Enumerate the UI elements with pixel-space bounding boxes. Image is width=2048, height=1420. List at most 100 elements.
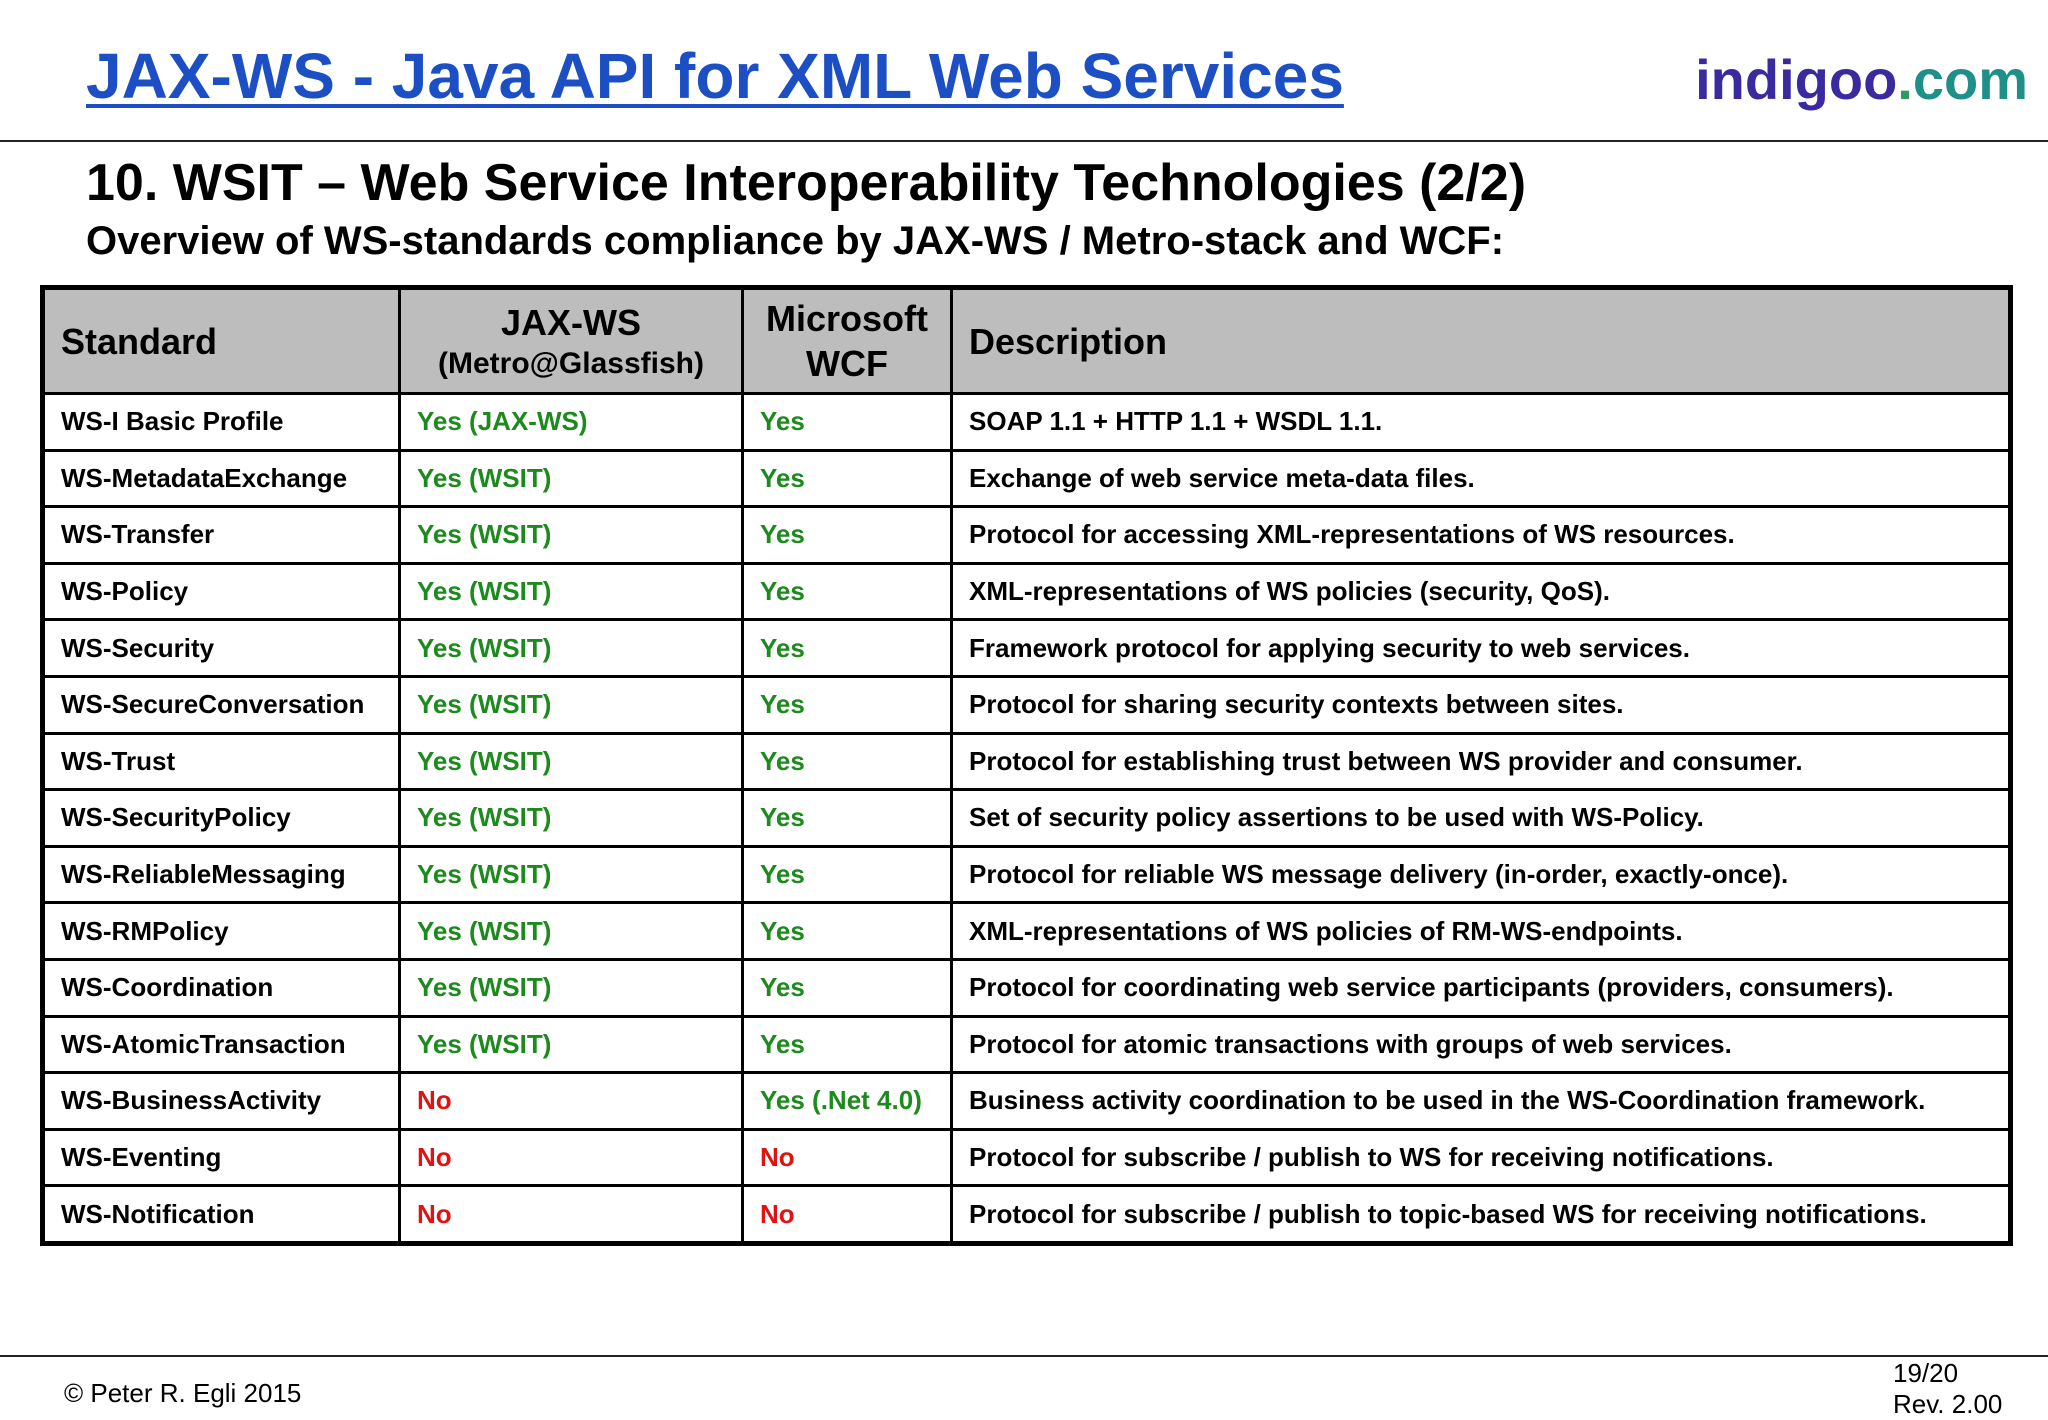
cell-wcf: Yes [741,561,953,622]
table-row: WS-SecurityPolicy Yes (WSIT) Yes Set of sec… [41,788,2012,848]
header-jaxws: JAX-WS (Metro@Glassfish) [398,286,744,395]
cell-description: Business activity coordination to be use… [950,1071,2012,1131]
cell-jaxws: Yes (WSIT) [398,561,744,622]
table-row: WS-RMPolicy Yes (WSIT) Yes XML-representati… [41,901,2012,961]
cell-description: Protocol for coordinating web service pa… [950,957,2012,1018]
cell-description: Protocol for atomic transactions with gr… [950,1014,2012,1075]
cell-wcf: No [741,1184,953,1245]
cell-wcf: Yes [741,788,953,848]
table-row: WS-AtomicTransaction Yes (WSIT) Yes Protoco… [41,1014,2012,1075]
cell-jaxws: Yes (WSIT) [398,618,744,678]
copyright-text: © Peter R. Egli 2015 [64,1378,302,1408]
cell-description: Framework protocol for applying security… [950,618,2012,678]
cell-standard: WS-I Basic Profile [41,392,401,452]
cell-standard: WS-Notification [41,1184,401,1245]
table-row: WS-SecureConversation Yes (WSIT) Yes Protoc… [41,674,2012,735]
cell-wcf: No [741,1127,953,1188]
cell-wcf: Yes [741,448,953,509]
cell-standard: WS-ReliableMessaging [41,844,401,905]
cell-jaxws: No [398,1127,744,1188]
cell-jaxws: No [398,1184,744,1245]
cell-jaxws: Yes (WSIT) [398,674,744,735]
cell-wcf: Yes [741,392,953,452]
brand-dot: . [1897,48,1913,111]
header-wcf-line2: WCF [806,343,888,384]
cell-description: Protocol for establishing trust between … [950,731,2012,792]
cell-description: Protocol for sharing security contexts b… [950,674,2012,735]
cell-jaxws: Yes (WSIT) [398,505,744,565]
cell-wcf: Yes [741,844,953,905]
standards-table: Standard JAX-WS (Metro@Glassfish) Micros… [40,285,2013,1246]
header-jaxws-line1: JAX-WS [500,301,641,343]
cell-wcf: Yes [741,1014,953,1075]
cell-jaxws: Yes (JAX-WS) [398,392,744,452]
cell-standard: WS-BusinessActivity [41,1071,401,1131]
cell-standard: WS-AtomicTransaction [41,1014,401,1075]
revision-text: Rev. 2.00 [1893,1389,2003,1420]
cell-wcf: Yes [741,957,953,1018]
table-row: WS-Transfer Yes (WSIT) Yes Protocol for acc… [41,505,2012,565]
table-row: WS-BusinessActivity No Yes (.Net 4.0) Busin… [41,1071,2012,1131]
header-jaxws-line2: (Metro@Glassfish) [438,346,704,380]
cell-standard: WS-Trust [41,731,401,792]
cell-description: Protocol for accessing XML-representatio… [950,505,2012,565]
header-divider [0,140,2048,142]
table-row: WS-Coordination Yes (WSIT) Yes Protocol for… [41,957,2012,1018]
page-title: JAX-WS - Java API for XML Web Services [86,40,1344,112]
table-body: WS-I Basic Profile Yes (JAX-WS) Yes SOAP 1.… [41,392,2012,1245]
page-number: 19/20 [1893,1358,1959,1388]
cell-wcf: Yes [741,505,953,565]
cell-jaxws: Yes (WSIT) [398,844,744,905]
cell-jaxws: No [398,1071,744,1131]
table-row: WS-Notification No No Protocol for subscrib… [41,1184,2012,1245]
cell-standard: WS-MetadataExchange [41,448,401,509]
section-title: 10. WSIT – Web Service Interoperability … [86,154,1527,212]
section-subtitle: Overview of WS-standards compliance by J… [86,219,1505,263]
cell-wcf: Yes [741,674,953,735]
header-wcf: Microsoft WCF [741,286,953,395]
cell-wcf: Yes [741,901,953,961]
cell-standard: WS-Security [41,618,401,678]
cell-description: XML-representations of WS policies of RM… [950,901,2012,961]
cell-standard: WS-Eventing [41,1127,401,1188]
cell-description: Protocol for subscribe / publish to topi… [950,1184,2012,1245]
cell-description: XML-representations of WS policies (secu… [950,561,2012,622]
cell-jaxws: Yes (WSIT) [398,448,744,509]
cell-wcf: Yes (.Net 4.0) [741,1071,953,1131]
brand-tld: com [1912,48,2028,111]
cell-standard: WS-RMPolicy [41,901,401,961]
table-row: WS-Eventing No No Protocol for subscribe / … [41,1127,2012,1188]
cell-description: Set of security policy assertions to be … [950,788,2012,848]
header-wcf-line1: Microsoft [766,298,928,339]
cell-description: Exchange of web service meta-data files. [950,448,2012,509]
page-info: 19/20 Rev. 2.00 [1893,1358,2002,1420]
cell-jaxws: Yes (WSIT) [398,788,744,848]
header-description-label: Description [969,320,1168,362]
cell-standard: WS-Policy [41,561,401,622]
cell-standard: WS-Coordination [41,957,401,1018]
cell-description: Protocol for subscribe / publish to WS f… [950,1127,2012,1188]
table-header-row: Standard JAX-WS (Metro@Glassfish) Micros… [41,286,2012,395]
cell-wcf: Yes [741,731,953,792]
brand-name: indigoo [1695,48,1898,111]
table-row: WS-Trust Yes (WSIT) Yes Protocol for establ… [41,731,2012,792]
header-standard-label: Standard [61,320,218,362]
cell-wcf: Yes [741,618,953,678]
header-standard: Standard [41,286,401,395]
header-description: Description [950,286,2012,395]
cell-standard: WS-SecureConversation [41,674,401,735]
table-row: WS-MetadataExchange Yes (WSIT) Yes Exchange… [41,448,2012,509]
cell-standard: WS-SecurityPolicy [41,788,401,848]
table-row: WS-I Basic Profile Yes (JAX-WS) Yes SOAP 1.… [41,392,2012,452]
cell-jaxws: Yes (WSIT) [398,957,744,1018]
table-row: WS-ReliableMessaging Yes (WSIT) Yes Protoco… [41,844,2012,905]
footer-divider [0,1355,2048,1357]
cell-jaxws: Yes (WSIT) [398,901,744,961]
brand-logo: indigoo.com [1695,48,2028,112]
cell-standard: WS-Transfer [41,505,401,565]
cell-jaxws: Yes (WSIT) [398,731,744,792]
table-row: WS-Security Yes (WSIT) Yes Framework protoc… [41,618,2012,678]
table-row: WS-Policy Yes (WSIT) Yes XML-representation… [41,561,2012,622]
cell-description: SOAP 1.1 + HTTP 1.1 + WSDL 1.1. [950,392,2012,452]
cell-description: Protocol for reliable WS message deliver… [950,844,2012,905]
